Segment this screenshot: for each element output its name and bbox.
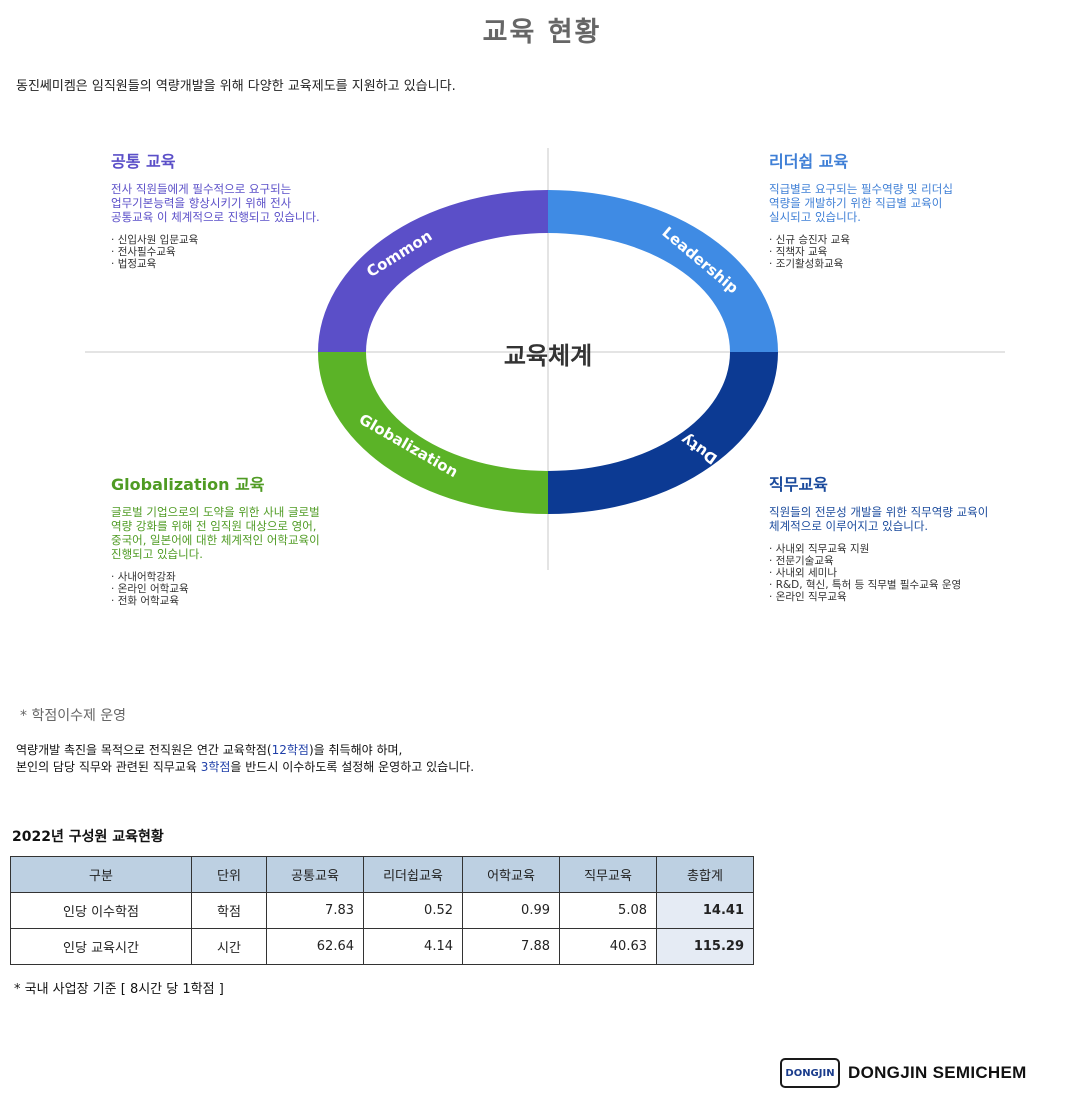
- list-item: 조기활성화교육: [769, 258, 1069, 270]
- duty-items: 사내외 직무교육 지원 전문기술교육 사내외 세미나 R&D, 혁신, 특허 등…: [769, 543, 1074, 603]
- column-header: 총합계: [656, 856, 754, 893]
- list-item: 전화 어학교육: [111, 595, 431, 607]
- table-cell: 학점: [191, 892, 267, 929]
- globalization-items: 사내어학강좌 온라인 어학교육 전화 어학교육: [111, 571, 431, 607]
- leadership-items: 신규 승진자 교육 직책자 교육 조기활성화교육: [769, 234, 1069, 270]
- diagram-center-label: 교육체계: [504, 342, 592, 370]
- column-header: 리더쉽교육: [363, 856, 463, 893]
- ring-segment-leadership: [548, 190, 778, 352]
- list-item: 직책자 교육: [769, 246, 1069, 258]
- table-row: 인당 이수학점 학점 7.83 0.52 0.99 5.08 14.41: [10, 892, 754, 929]
- leadership-description: 직급별로 요구되는 필수역량 및 리더십 역량을 개발하기 위한 직급별 교육이 실…: [769, 182, 953, 224]
- table-cell: 7.88: [462, 928, 560, 965]
- globalization-description: 글로벌 기업으로의 도약을 위한 사내 글로벌 역량 강화를 위해 전 임직원 대…: [111, 505, 320, 561]
- list-item: 전사필수교육: [111, 246, 411, 258]
- column-header: 직무교육: [559, 856, 657, 893]
- intro-text: 동진쎄미켐은 임직원들의 역량개발을 위해 다양한 교육제도를 지원하고 있습니…: [16, 79, 456, 94]
- company-logo: DONGJIN DONGJIN SEMICHEM: [780, 1058, 1027, 1088]
- table-title: 2022년 구성원 교육현황: [12, 829, 164, 845]
- globalization-education-block: Globalization 교육 글로벌 기업으로의 도약을 위한 사내 글로벌…: [111, 471, 431, 607]
- table-cell: 0.99: [462, 892, 560, 929]
- list-item: 신입사원 입문교육: [111, 234, 411, 246]
- common-description: 전사 직원들에게 필수적으로 요구되는 업무기본능력을 향상시키기 위해 전사 공통…: [111, 182, 320, 224]
- column-header: 구분: [10, 856, 192, 893]
- credit-system-title: * 학점이수제 운영: [20, 708, 127, 724]
- leadership-heading: 리더쉽 교육: [769, 152, 849, 171]
- list-item: 전문기술교육: [769, 555, 1074, 567]
- duty-education-block: 직무교육 직원들의 전문성 개발을 위한 직무역량 교육이 체계적으로 이루어지고…: [769, 471, 1074, 603]
- logo-text: DONGJIN SEMICHEM: [848, 1063, 1027, 1082]
- table-header-row: 구분 단위 공통교육 리더쉽교육 어학교육 직무교육 총합계: [10, 856, 754, 893]
- table-row: 인당 교육시간 시간 62.64 4.14 7.88 40.63 115.29: [10, 928, 754, 965]
- ring-segment-common: [318, 190, 548, 352]
- list-item: 신규 승진자 교육: [769, 234, 1069, 246]
- table-cell: 5.08: [559, 892, 657, 929]
- ring-segment-globalization: [318, 352, 548, 514]
- page-title: 교육 현황: [482, 17, 602, 48]
- credit-system-body: 역량개발 촉진을 목적으로 전직원은 연간 교육학점(12학점)을 취득해야 하…: [16, 742, 474, 776]
- logo-mark-icon: DONGJIN: [780, 1058, 840, 1088]
- column-header: 단위: [191, 856, 267, 893]
- table-cell: 시간: [191, 928, 267, 965]
- leadership-education-block: 리더쉽 교육 직급별로 요구되는 필수역량 및 리더십 역량을 개발하기 위한 직…: [769, 148, 1069, 270]
- duty-heading: 직무교육: [769, 475, 828, 494]
- duty-description: 직원들의 전문성 개발을 위한 직무역량 교육이 체계적으로 이루어지고 있습니다…: [769, 505, 989, 533]
- column-header: 어학교육: [462, 856, 560, 893]
- list-item: 사내어학강좌: [111, 571, 431, 583]
- table-cell: 40.63: [559, 928, 657, 965]
- list-item: 법정교육: [111, 258, 411, 270]
- list-item: 온라인 어학교육: [111, 583, 431, 595]
- common-heading: 공통 교육: [111, 152, 176, 171]
- table-cell: 4.14: [363, 928, 463, 965]
- table-cell: 7.83: [266, 892, 364, 929]
- list-item: R&D, 혁신, 특허 등 직무별 필수교육 운영: [769, 579, 1074, 591]
- credit-line-1: 역량개발 촉진을 목적으로 전직원은 연간 교육학점(12학점)을 취득해야 하…: [16, 743, 403, 757]
- list-item: 온라인 직무교육: [769, 591, 1074, 603]
- globalization-heading: Globalization 교육: [111, 475, 265, 494]
- table-cell-total: 115.29: [656, 928, 754, 965]
- education-system-diagram: 교육체계 Common Leadership Globalization Dut…: [85, 148, 1005, 570]
- table-cell-total: 14.41: [656, 892, 754, 929]
- table-footnote: * 국내 사업장 기준 [ 8시간 당 1학점 ]: [14, 982, 224, 997]
- table-cell: 인당 교육시간: [10, 928, 192, 965]
- table-cell: 인당 이수학점: [10, 892, 192, 929]
- ring-segment-duty: [548, 352, 778, 514]
- table-cell: 0.52: [363, 892, 463, 929]
- common-education-block: 공통 교육 전사 직원들에게 필수적으로 요구되는 업무기본능력을 향상시키기 위…: [111, 148, 411, 270]
- list-item: 사내외 세미나: [769, 567, 1074, 579]
- common-items: 신입사원 입문교육 전사필수교육 법정교육: [111, 234, 411, 270]
- credit-line-2: 본인의 담당 직무와 관련된 직무교육 3학점을 반드시 이수하도록 설정해 운…: [16, 760, 475, 774]
- education-status-table: 구분 단위 공통교육 리더쉽교육 어학교육 직무교육 총합계 인당 이수학점 학…: [10, 856, 754, 965]
- table-cell: 62.64: [266, 928, 364, 965]
- column-header: 공통교육: [266, 856, 364, 893]
- list-item: 사내외 직무교육 지원: [769, 543, 1074, 555]
